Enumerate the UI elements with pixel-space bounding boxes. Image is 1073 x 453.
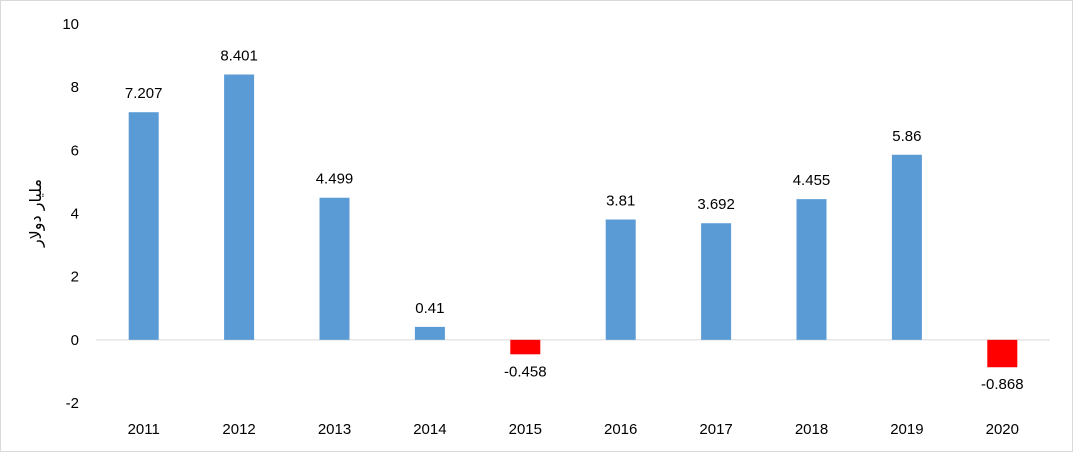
x-tick-label: 2015 (509, 421, 542, 438)
y-tick-label: 6 (71, 142, 79, 159)
y-axis-title: مليار دولار (26, 179, 46, 248)
y-tick-label: 10 (62, 16, 79, 33)
x-axis-ticks: 2011 2012 2013 2014 2015 2016 2017 2018 2019 2020 (128, 421, 1019, 438)
bar (891, 154, 922, 340)
x-tick-label: 2012 (222, 421, 255, 438)
x-tick-label: 2017 (699, 421, 732, 438)
y-tick-label: 0 (71, 332, 79, 349)
data-label: -0.868 (981, 376, 1024, 393)
data-label: 7.207 (125, 85, 163, 102)
y-tick-label: 8 (71, 79, 79, 96)
data-label: 3.81 (606, 193, 635, 210)
data-label: 4.499 (316, 171, 354, 188)
bar (414, 326, 445, 340)
y-tick-label: 4 (71, 206, 79, 223)
x-tick-label: 2011 (128, 421, 160, 438)
x-tick-label: 2019 (890, 421, 923, 438)
bar (701, 223, 732, 340)
y-tick-label: 2 (71, 269, 79, 286)
x-tick-label: 2016 (604, 421, 637, 438)
bar (796, 199, 827, 340)
bar (510, 339, 541, 355)
x-tick-label: 2013 (318, 421, 351, 438)
data-label: 5.86 (892, 128, 921, 145)
x-tick-label: 2020 (986, 421, 1019, 438)
data-label: 0.41 (415, 300, 444, 317)
y-tick-label: -2 (66, 395, 79, 412)
data-label: -0.458 (504, 363, 547, 380)
bar (987, 339, 1018, 368)
bar (128, 112, 159, 340)
x-tick-label: 2014 (413, 421, 446, 438)
bar (605, 219, 636, 340)
data-label: 4.455 (793, 172, 831, 189)
data-label: 8.401 (220, 48, 258, 65)
x-tick-label: 2018 (795, 421, 828, 438)
data-labels: 7.207 8.401 4.499 0.41 -0.458 3.81 3.692 4.455 5… (125, 48, 1024, 394)
y-axis-ticks: -2 0 2 4 6 8 10 (62, 16, 79, 412)
bar (224, 74, 255, 340)
bar (319, 197, 350, 340)
data-label: 3.692 (697, 196, 735, 213)
bars (128, 74, 1018, 368)
